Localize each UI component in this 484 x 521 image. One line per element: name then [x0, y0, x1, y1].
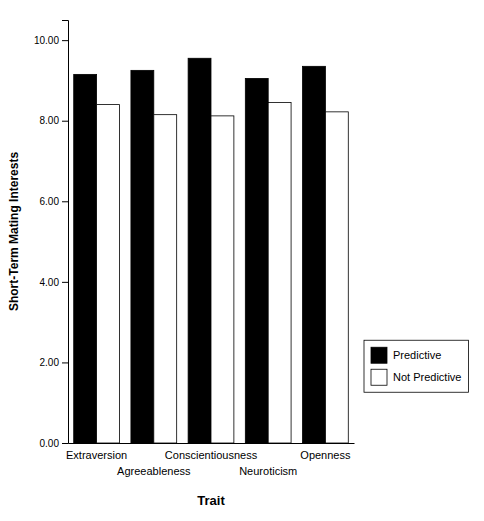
y-tick-label: 10.00 — [34, 35, 59, 46]
y-axis-title: Short-Term Mating Interests — [7, 152, 21, 311]
y-axis-line — [62, 21, 69, 444]
y-tick-mark — [62, 40, 68, 41]
x-tick-label: Extraversion — [66, 449, 127, 461]
legend-label: Predictive — [393, 349, 441, 361]
bar — [211, 116, 234, 443]
plot-area: 0.00 2.00 4.00 6.00 8.00 10.00 Extraversion Agr… — [7, 21, 355, 509]
legend-swatch — [371, 347, 387, 363]
bar-series — [74, 58, 326, 443]
bar — [97, 105, 120, 443]
x-axis: Extraversion Agreeableness Conscientiousne… — [66, 444, 354, 477]
x-tick-label: Conscientiousness — [165, 449, 258, 461]
x-tick: Openness — [300, 449, 351, 461]
y-tick-label: 6.00 — [40, 196, 60, 207]
legend-frame — [364, 340, 468, 392]
x-tick: Neuroticism — [239, 465, 297, 477]
x-tick: Agreeableness — [117, 465, 191, 477]
legend-swatch — [371, 369, 387, 385]
y-tick-label: 8.00 — [40, 115, 60, 126]
y-tick-mark — [62, 121, 68, 122]
legend-label: Not Predictive — [393, 371, 461, 383]
x-axis-title: Trait — [197, 493, 225, 508]
bars — [74, 58, 349, 443]
y-tick-mark — [62, 443, 68, 444]
y-tick-label: 4.00 — [40, 277, 60, 288]
x-tick-label: Neuroticism — [239, 465, 297, 477]
x-tick: Conscientiousness — [165, 449, 258, 461]
y-tick: 4.00 — [40, 277, 68, 288]
y-tick: 10.00 — [34, 35, 68, 46]
y-tick: 0.00 — [40, 438, 68, 449]
legend-item: Predictive — [371, 347, 441, 363]
bar — [74, 74, 97, 443]
y-tick-label: 0.00 — [40, 438, 60, 449]
y-tick: 2.00 — [40, 357, 68, 368]
chart-container: 0.00 2.00 4.00 6.00 8.00 10.00 Extraversion Agr… — [0, 0, 484, 521]
y-tick-mark — [62, 201, 68, 202]
bar — [325, 112, 348, 443]
legend: Predictive Not Predictive — [364, 340, 468, 392]
x-axis-line — [69, 443, 355, 444]
bar — [154, 115, 177, 443]
bar — [245, 78, 268, 443]
bar — [268, 103, 291, 443]
x-tick-label: Agreeableness — [117, 465, 191, 477]
chart-svg: 0.00 2.00 4.00 6.00 8.00 10.00 Extraversion Agr… — [0, 0, 484, 521]
bar-series — [97, 103, 349, 443]
bar — [188, 58, 211, 443]
y-axis: 0.00 2.00 4.00 6.00 8.00 10.00 — [34, 21, 69, 449]
x-tick: Extraversion — [66, 449, 127, 461]
bar — [303, 66, 326, 443]
y-tick-mark — [62, 282, 68, 283]
legend-item: Not Predictive — [371, 369, 461, 385]
bar — [131, 70, 154, 443]
y-tick: 8.00 — [40, 115, 68, 126]
y-tick: 6.00 — [40, 196, 68, 207]
y-tick-mark — [62, 362, 68, 363]
y-tick-label: 2.00 — [40, 357, 60, 368]
x-tick-label: Openness — [300, 449, 351, 461]
